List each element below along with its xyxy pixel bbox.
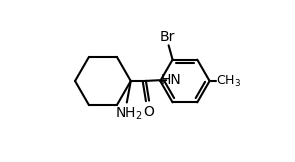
Text: O: O bbox=[144, 105, 155, 119]
Text: HN: HN bbox=[160, 73, 181, 87]
Text: CH$_3$: CH$_3$ bbox=[216, 73, 241, 89]
Text: Br: Br bbox=[159, 30, 175, 44]
Text: NH$_2$: NH$_2$ bbox=[115, 106, 143, 122]
